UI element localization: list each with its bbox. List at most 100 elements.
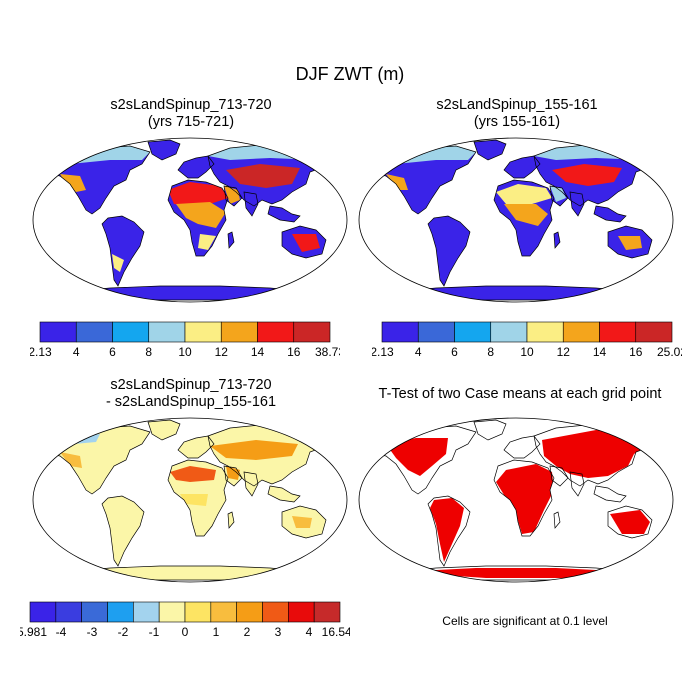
value-region-4 <box>180 494 208 506</box>
figure-title: DJF ZWT (m) <box>295 64 405 84</box>
landmass-se-asia-islands <box>268 206 300 222</box>
colorbar-swatch <box>288 601 315 623</box>
coastline-se-asia-islands <box>593 485 627 503</box>
value-region-7 <box>386 174 408 190</box>
colorbar-tick-label: 1 <box>213 625 220 639</box>
panel-1-title-line1: s2sLandSpinup_713-720 <box>110 97 272 113</box>
value-region-2 <box>168 182 228 206</box>
coastline-europe <box>503 155 541 179</box>
colorbar-swatch <box>29 601 57 623</box>
coastline-india <box>243 471 259 497</box>
coastline-north-america <box>373 425 477 495</box>
colorbar-swatch <box>490 321 528 343</box>
colorbar-swatch <box>635 321 673 343</box>
map-panel-1 <box>32 137 348 303</box>
colorbar-swatch <box>417 321 455 343</box>
colorbar-tick-label: 12 <box>557 345 571 359</box>
colorbar-tick-label: 25.02 <box>657 345 682 359</box>
colorbar-swatch <box>313 601 341 623</box>
coastline-australia <box>607 505 653 539</box>
value-region-3 <box>610 510 650 534</box>
colorbar-swatch <box>220 321 258 343</box>
colorbar-tick-label: -1 <box>149 625 160 639</box>
coastline-australia <box>281 505 327 539</box>
colorbar-tick-label: 38.73 <box>315 345 340 359</box>
value-region-3 <box>176 202 226 228</box>
coastline-madagascar <box>553 511 561 529</box>
landmass-antarctica <box>68 286 312 300</box>
map-border <box>358 137 674 303</box>
colorbar-tick-label: -4 <box>56 625 67 639</box>
map-border <box>32 417 348 583</box>
value-region-1 <box>542 430 650 478</box>
colorbar-tick-label: 12 <box>215 345 229 359</box>
colorbar-tick-label: 2.13 <box>30 345 52 359</box>
value-region-5 <box>224 186 240 204</box>
map-land-group <box>47 139 331 301</box>
colorbar-tick-label: -5.981 <box>20 625 47 639</box>
landmass-greenland <box>474 140 506 160</box>
coastline-australia <box>281 225 327 259</box>
value-region-3 <box>60 452 82 468</box>
coastline-se-asia-islands <box>267 485 301 503</box>
value-region-1 <box>534 144 656 160</box>
coastline-india <box>243 191 259 217</box>
panel-3-title: s2sLandSpinup_713-720 - s2sLandSpinup_15… <box>32 377 350 411</box>
map-border <box>358 417 674 583</box>
colorbar-swatch <box>262 601 289 623</box>
coastline-greenland <box>473 139 507 161</box>
colorbar-tick-label: 2 <box>244 625 251 639</box>
coastline-madagascar <box>553 231 561 249</box>
colorbar-tick-label: 16 <box>629 345 643 359</box>
colorbar-2: 2.13 4 6 8 10 12 14 16 25.02 <box>372 321 682 359</box>
colorbar-swatch <box>112 321 150 343</box>
colorbar-tick-label: 0 <box>182 625 189 639</box>
coastline-south-america <box>101 495 145 567</box>
colorbar-swatch <box>599 321 637 343</box>
coastline-australia <box>607 225 653 259</box>
colorbar-tick-label: 14 <box>251 345 265 359</box>
coastline-greenland <box>473 419 507 441</box>
colorbar-swatch <box>526 321 564 343</box>
colorbar-swatch <box>107 601 134 623</box>
map-land-group <box>373 419 657 581</box>
colorbar-tick-label: 4 <box>306 625 313 639</box>
coastline-north-america <box>47 425 151 495</box>
colorbar-tick-label: 6 <box>451 345 458 359</box>
colorbar-tick-label: 16.546 <box>322 625 350 639</box>
colorbar-swatch <box>562 321 600 343</box>
colorbar-1: 2.13 4 6 8 10 12 14 16 38.73 <box>30 321 340 359</box>
landmass-antarctica <box>394 286 638 300</box>
colorbar-tick-label: 14 <box>593 345 607 359</box>
colorbar-swatch <box>210 601 237 623</box>
panel-2-title-line2: (yrs 155-161) <box>473 114 561 130</box>
colorbar-tick-label: 10 <box>520 345 534 359</box>
panel-3-title-line2: - s2sLandSpinup_155-161 <box>105 394 277 410</box>
landmass-south-america <box>428 216 470 286</box>
panel-1-title-line2: (yrs 715-721) <box>147 114 235 130</box>
value-region-8 <box>60 174 86 192</box>
landmass-south-america <box>102 216 144 286</box>
coastline-arabia <box>223 465 243 487</box>
colorbar-tick-label: 8 <box>487 345 494 359</box>
colorbar-tick-label: 6 <box>109 345 116 359</box>
coastline-europe <box>177 155 215 179</box>
colorbar-tick-label: 16 <box>287 345 301 359</box>
map-panel-3 <box>32 417 348 583</box>
coastline-europe <box>503 435 541 459</box>
value-regions <box>60 434 312 528</box>
colorbar-tick-label: -2 <box>118 625 129 639</box>
coastline-se-asia-islands <box>267 205 301 223</box>
panel-4-title: T-Test of two Case means at each grid po… <box>350 386 690 403</box>
colorbar-swatch <box>257 321 295 343</box>
colorbar-3: -5.981 -4 -3 -2 -1 0 1 2 3 4 16.546 <box>20 601 350 639</box>
coastline-se-asia-islands <box>593 205 627 223</box>
landmass-greenland <box>148 420 180 440</box>
coastline-arabia <box>549 465 569 487</box>
value-region-6 <box>292 516 312 528</box>
coastline-africa <box>493 459 555 537</box>
colorbar-swatch <box>75 321 113 343</box>
coastline-europe <box>177 435 215 459</box>
coastline-north-america <box>47 145 151 215</box>
coastline-africa <box>167 459 229 537</box>
